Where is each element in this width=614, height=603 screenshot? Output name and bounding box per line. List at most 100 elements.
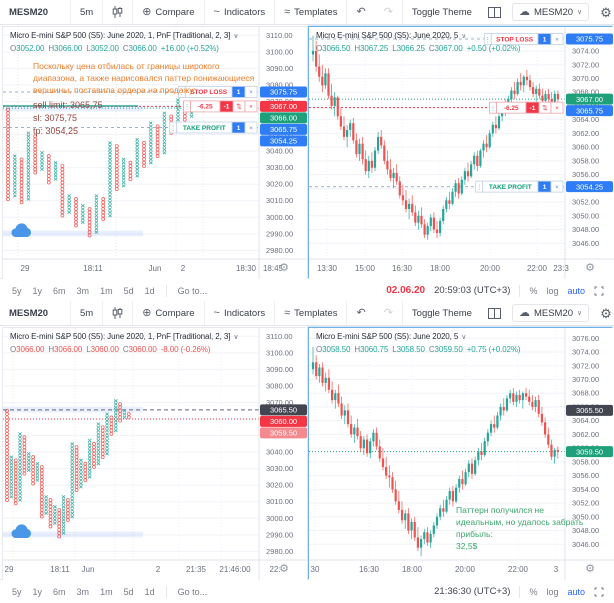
svg-text:3070.00: 3070.00 (572, 375, 599, 384)
svg-text:3046.00: 3046.00 (572, 540, 599, 549)
indicators-button[interactable]: ~ Indicators (205, 301, 276, 325)
range-1d[interactable]: 1d (144, 285, 155, 296)
redo-button[interactable]: ↷ (375, 301, 403, 325)
toggle-theme-button[interactable]: Toggle Theme (411, 307, 472, 319)
axis-settings-gear-icon[interactable]: ⚙ (279, 563, 289, 575)
svg-text:⇅: ⇅ (542, 105, 548, 112)
svg-text:3110.00: 3110.00 (266, 31, 293, 40)
svg-text:⋮: ⋮ (179, 89, 186, 96)
chart-panel-bottom-left[interactable]: 2980.00 2990.00 3000.00 3010.00 3020.00 3030.… (2, 327, 308, 580)
auto-scale-button[interactable]: auto (567, 586, 585, 597)
log-scale-button[interactable]: log (546, 285, 559, 296)
svg-text:3075.75: 3075.75 (270, 88, 297, 97)
templates-button[interactable]: ≈ Templates (275, 0, 348, 24)
pnf-chart-bottom-left[interactable]: 2980.00 2990.00 3000.00 3010.00 3020.00 3030.… (3, 328, 308, 580)
chart-style-button[interactable] (103, 0, 134, 24)
range-1y[interactable]: 1y (32, 285, 43, 296)
svg-text:3060.00: 3060.00 (270, 417, 297, 426)
range-1d[interactable]: 1d (144, 586, 155, 597)
svg-text:-6.25: -6.25 (198, 104, 213, 111)
svg-text:3090.00: 3090.00 (266, 365, 293, 374)
chart-panel-top-left[interactable]: 2980.00 2990.00 3000.00 3010.00 3020.00 3030.… (2, 26, 308, 279)
cloud-icon: ☁ (518, 306, 530, 319)
range-1m[interactable]: 1m (100, 285, 113, 296)
settings-button[interactable]: ⚙ (593, 0, 614, 24)
cloud-sync-icon[interactable] (9, 523, 35, 546)
toolbar-right-group: ☁ MESM20 ∨ ⚙ (481, 301, 614, 325)
maximize-corners-icon[interactable] (594, 286, 604, 296)
maximize-corners-icon[interactable] (594, 587, 604, 597)
go-to-date-button[interactable]: Go to... (177, 586, 208, 597)
candle-chart-top-right[interactable]: 3046.003048.003050.003052.003054.003056.… (309, 27, 614, 279)
svg-text:3000.00: 3000.00 (266, 514, 293, 523)
symbol-button[interactable]: MESM20 (0, 301, 71, 325)
undo-button[interactable]: ↶ (347, 301, 374, 325)
svg-text:Jun: Jun (149, 264, 162, 273)
layout-icon (487, 6, 501, 18)
layout-button[interactable] (481, 0, 508, 24)
top-chart-group: MESM20 5m ⊕ Compare ~ Indicators ≈ Template… (0, 0, 614, 302)
range-6m[interactable]: 6m (53, 586, 66, 597)
undo-icon: ↶ (356, 5, 366, 18)
top-bottom-bar: 5y 1y 6m 3m 1m 5d 1d Go to... 02.06.20 2… (0, 278, 614, 302)
axis-settings-gear-icon[interactable]: ⚙ (585, 262, 595, 274)
percent-scale-button[interactable]: % (529, 285, 538, 296)
compare-icon: ⊕ (142, 306, 152, 319)
divider (519, 585, 521, 598)
svg-text:⋮: ⋮ (476, 184, 483, 191)
svg-text:3056.00: 3056.00 (572, 170, 599, 179)
svg-text:3058.00: 3058.00 (572, 156, 599, 165)
divider (165, 585, 167, 598)
range-3m[interactable]: 3m (76, 285, 90, 296)
go-to-date-button[interactable]: Go to... (177, 285, 208, 296)
pnf-chart-top-left[interactable]: 2980.00 2990.00 3000.00 3010.00 3020.00 3030.… (3, 27, 308, 279)
svg-text:⋮: ⋮ (184, 104, 191, 111)
cloud-sync-icon[interactable] (9, 222, 35, 245)
compare-button[interactable]: ⊕ Compare (133, 301, 205, 325)
range-1m[interactable]: 1m (100, 586, 113, 597)
svg-text:TAKE PROFIT: TAKE PROFIT (183, 125, 226, 132)
range-toolbar: 5y 1y 6m 3m 1m 5d 1d Go to... (0, 580, 307, 603)
symbol-button[interactable]: MESM20 (0, 0, 71, 24)
divider (165, 284, 167, 297)
svg-text:⋮: ⋮ (170, 125, 177, 132)
candle-chart-bottom-right[interactable]: 3046.00 3048.00 3050.00 3052.00 3054.00 3056.… (309, 328, 614, 580)
chart-panel-bottom-right[interactable]: 3046.00 3048.00 3050.00 3052.00 3054.00 3056.… (308, 327, 614, 580)
svg-text:15:00: 15:00 (355, 264, 376, 273)
chart-panel-top-right[interactable]: 3046.003048.003050.003052.003054.003056.… (308, 26, 614, 279)
range-1y[interactable]: 1y (32, 586, 43, 597)
axis-settings-gear-icon[interactable]: ⚙ (585, 563, 595, 575)
svg-text:1: 1 (543, 36, 547, 43)
auto-scale-button[interactable]: auto (567, 285, 585, 296)
svg-text:2: 2 (181, 264, 186, 273)
range-3m[interactable]: 3m (76, 586, 90, 597)
svg-text:22:: 22: (269, 565, 280, 574)
svg-text:3072.00: 3072.00 (572, 60, 599, 69)
cloud-symbol-dropdown[interactable]: ☁ MESM20 ∨ (511, 304, 590, 322)
axis-settings-gear-icon[interactable]: ⚙ (279, 262, 289, 274)
svg-text:2990.00: 2990.00 (266, 530, 293, 539)
redo-button[interactable]: ↷ (375, 0, 403, 24)
range-5y[interactable]: 5y (12, 586, 22, 597)
interval-button[interactable]: 5m (71, 301, 104, 325)
settings-button[interactable]: ⚙ (593, 301, 614, 325)
toggle-theme-button[interactable]: Toggle Theme (411, 6, 472, 18)
svg-text:3065.50: 3065.50 (270, 406, 297, 415)
log-scale-button[interactable]: log (546, 586, 559, 597)
compare-button[interactable]: ⊕ Compare (133, 0, 205, 24)
range-5y[interactable]: 5y (12, 285, 22, 296)
chart-style-button[interactable] (103, 301, 134, 325)
templates-button[interactable]: ≈ Templates (275, 301, 348, 325)
interval-button[interactable]: 5m (71, 0, 104, 24)
svg-text:18:45: 18:45 (263, 264, 284, 273)
undo-button[interactable]: ↶ (347, 0, 374, 24)
cloud-symbol-dropdown[interactable]: ☁ MESM20 ∨ (511, 3, 590, 21)
percent-scale-button[interactable]: % (529, 586, 538, 597)
range-5d[interactable]: 5d (123, 586, 134, 597)
indicators-button[interactable]: ~ Indicators (205, 0, 276, 24)
range-5d[interactable]: 5d (123, 285, 134, 296)
svg-text:20:00: 20:00 (480, 264, 501, 273)
svg-text:21:46:00: 21:46:00 (219, 565, 251, 574)
range-6m[interactable]: 6m (53, 285, 66, 296)
layout-button[interactable] (481, 301, 508, 325)
